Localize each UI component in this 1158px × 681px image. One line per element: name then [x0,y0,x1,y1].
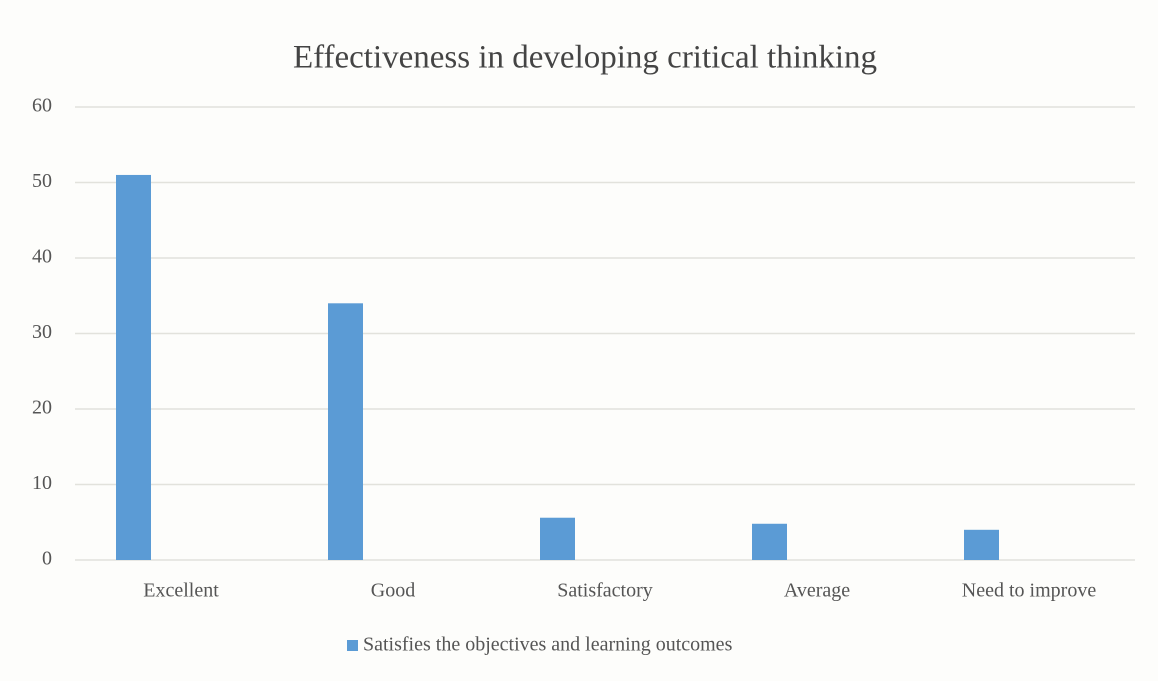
x-tick-label: Need to improve [962,580,1097,602]
chart-title: Effectiveness in developing critical thi… [293,40,877,76]
y-tick-label: 20 [32,397,52,419]
bar [116,174,151,560]
legend-label: Satisfies the objectives and learning ou… [363,634,733,656]
y-tick-label: 60 [32,95,52,117]
y-tick-label: 0 [42,548,52,570]
x-tick-label: Good [371,580,415,602]
x-tick-label: Satisfactory [557,580,653,602]
y-tick-label: 10 [32,472,52,494]
legend-swatch [347,640,358,651]
y-tick-label: 50 [32,170,52,192]
bar [540,517,575,560]
bar [328,303,363,560]
x-tick-label: Excellent [143,580,219,602]
bar [752,523,787,560]
y-tick-label: 30 [32,321,52,343]
x-tick-label: Average [784,580,850,602]
bar [964,529,999,560]
y-tick-label: 40 [32,246,52,268]
